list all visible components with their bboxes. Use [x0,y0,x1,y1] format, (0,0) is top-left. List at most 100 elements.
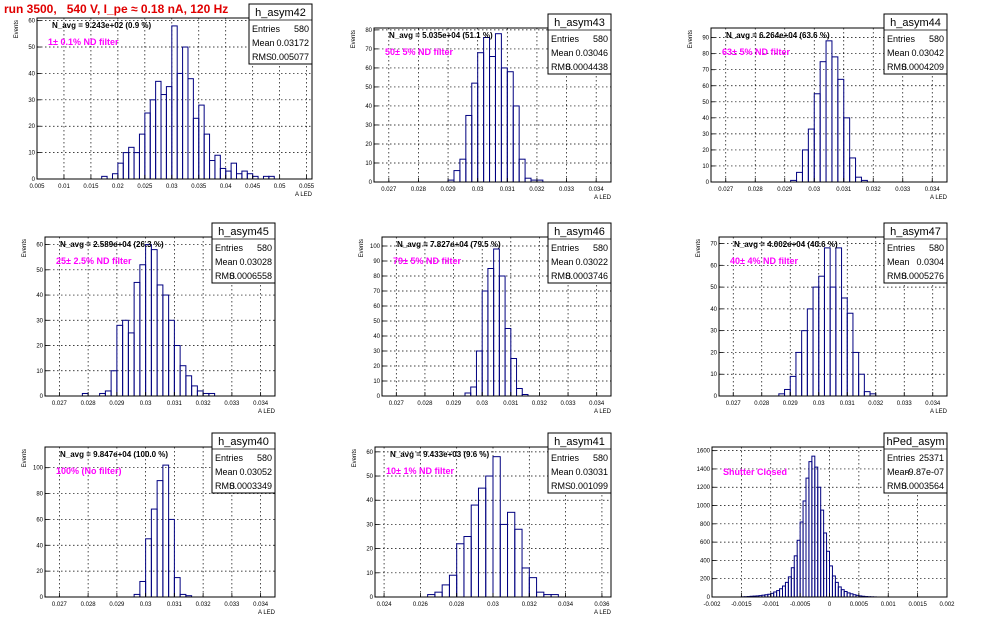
stats-key: Mean [551,467,574,477]
y-tick-label: 60 [366,450,373,456]
histogram-bin [465,114,473,183]
x-tick-label: 0.01 [58,184,70,190]
stats-key: RMS [252,52,272,62]
histogram-bin [796,171,803,183]
histogram-name: h_asym47 [890,226,941,238]
histogram-bin [494,33,502,183]
y-tick-label: 40 [28,71,35,77]
stats-key: Entries [551,453,580,463]
histogram-name: hPed_asym [886,436,944,448]
x-tick-label: -0.0015 [731,602,752,608]
histogram-bin [128,146,135,180]
navg-label: N_avg = 9.433e+03 (9.6 %) [390,450,490,459]
y-tick-label: 40 [702,116,709,122]
stats-box [248,3,313,65]
histogram-panel: 0.027 0.028 0.029 0.03 0.031 0.032 0.033 0.034 0… [359,222,612,415]
histogram-bin [481,290,489,397]
stats-key: Mean [252,38,275,48]
stats-value: 580 [593,34,608,44]
y-tick-label: 20 [373,364,380,370]
x-axis-title: A LED [295,192,313,198]
histogram-name: h_asym44 [890,17,941,29]
plot-frame [373,27,612,183]
histogram-bin [825,40,833,183]
y-tick-label: 80 [702,52,709,58]
y-tick-label: 40 [373,334,380,340]
histogram-bin [122,319,129,397]
y-tick-label: 1000 [697,504,711,510]
stats-value: 0.0004438 [565,62,608,72]
y-tick-label: 600 [700,540,711,546]
stats-value: 0.0006558 [229,271,272,281]
histogram-bin [139,264,147,397]
x-tick-label: 0.028 [748,187,764,193]
histogram-bin [528,577,538,598]
y-tick-label: 60 [36,517,43,523]
stats-key: RMS [215,481,235,491]
y-tick-label: 800 [700,522,711,528]
y-tick-label: 20 [710,350,717,356]
histogram-bin [168,319,175,397]
stats-key: RMS [551,481,571,491]
x-tick-label: 0.03 [808,187,820,193]
histogram-bin [483,37,491,183]
histogram-panel: 0.027 0.028 0.029 0.03 0.031 0.032 0.033 0.034 0… [351,13,612,201]
histogram-bin [536,591,545,598]
x-tick-label: 0.02 [112,184,124,190]
x-tick-label: 0.028 [411,187,427,193]
y-tick-label: 20 [36,344,43,350]
x-tick-label: 0.03 [813,401,825,407]
filter-label: 10± 1% ND filter [386,466,454,476]
navg-label: N_avg = 9.847e+04 (100.0 %) [60,450,168,459]
x-tick-label: 0.001 [881,602,897,608]
histogram-bin [835,247,843,397]
histogram-bin [863,391,871,397]
histogram-bin [837,78,845,183]
histogram-bin [198,104,205,180]
stats-key: Entries [551,34,580,44]
x-tick-label: 0.028 [754,401,770,407]
x-tick-label: 0.032 [529,187,545,193]
x-tick-label: 0.024 [377,602,393,608]
x-tick-label: 0.032 [868,401,884,407]
y-tick-label: 80 [373,274,380,280]
histogram-bin [789,375,797,397]
x-tick-label: 0.015 [83,184,99,190]
y-tick-label: 30 [365,123,372,129]
y-tick-label: 1200 [697,485,711,491]
histogram-name: h_asym42 [255,7,306,19]
stats-key: RMS [887,481,907,491]
stats-key: RMS [551,271,571,281]
x-tick-label: 0.027 [389,401,405,407]
stats-value: 0.0003349 [229,481,272,491]
stats-value: 0.005077 [271,52,309,62]
stats-box [547,432,612,494]
histogram-bin [843,117,851,183]
filter-label: 50± 5% ND filter [385,47,453,57]
x-tick-label: 0.031 [167,401,183,407]
stats-box [883,432,948,494]
histogram-bin [506,71,514,183]
histogram-bin [150,249,158,397]
plot-frame [710,27,948,183]
x-axis-title: A LED [594,610,612,616]
y-tick-label: 50 [365,85,372,91]
stats-value: 0.0003564 [901,481,944,491]
x-tick-label: 0.032 [532,401,548,407]
x-tick-label: 0.033 [895,187,911,193]
histogram-bin [156,284,164,397]
stats-key: Entries [252,24,281,34]
stats-key: Entries [887,453,916,463]
histogram-bin [236,173,243,180]
histogram-bin [453,170,461,183]
navg-label: N_avg = 2.589e+04 (26.3 %) [60,240,164,249]
histogram-bin [813,93,821,183]
y-tick-label: 50 [366,474,373,480]
stats-value: 0.03022 [575,257,608,267]
y-tick-label: 70 [373,289,380,295]
x-tick-label: 0.032 [196,401,212,407]
x-tick-label: 0.029 [783,401,799,407]
y-tick-label: 70 [702,68,709,74]
histogram-panel: -0.002 -0.0015 -0.001 -0.0005 0 0.0005 0.001 0.… [697,432,955,608]
filter-label: 40± 4% ND filter [730,256,798,266]
